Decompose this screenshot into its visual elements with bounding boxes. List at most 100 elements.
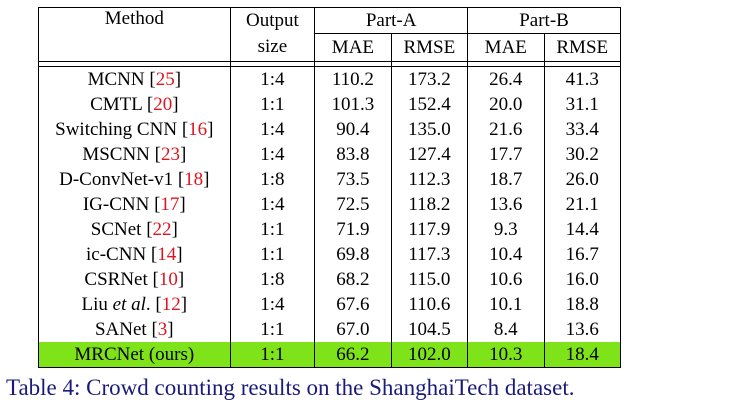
part-b-rmse-cell: 26.0 xyxy=(543,167,622,192)
table-row: ic-CNN [14] 1:1 69.8 117.3 10.4 16.7 xyxy=(38,242,622,267)
table-row: CMTL [20] 1:1 101.3 152.4 20.0 31.1 xyxy=(38,92,622,117)
part-a-rmse-cell: 112.3 xyxy=(390,167,469,192)
output-size-cell: 1:4 xyxy=(229,192,316,217)
citation-link[interactable]: 22 xyxy=(152,218,172,240)
part-b-rmse-cell: 41.3 xyxy=(543,66,622,92)
part-a-rmse-cell: 104.5 xyxy=(390,317,469,342)
table-row: IG-CNN [17] 1:4 72.5 118.2 13.6 21.1 xyxy=(38,192,622,217)
header-row-2: size MAE RMSE MAE RMSE xyxy=(39,33,622,62)
part-a-mae-cell: 67.6 xyxy=(314,292,392,317)
table-caption: Table 4: Crowd counting results on the S… xyxy=(6,375,575,400)
table-row: Liu et al. [12] 1:4 67.6 110.6 10.1 18.8 xyxy=(38,292,622,317)
table-row: CSRNet [10] 1:8 68.2 115.0 10.6 16.0 xyxy=(38,267,622,292)
citation-link[interactable]: 18 xyxy=(184,168,204,190)
part-b-rmse-cell: 13.6 xyxy=(543,317,622,342)
part-b-rmse-cell: 14.4 xyxy=(543,217,622,242)
method-header: Method xyxy=(38,7,231,62)
citation-link[interactable]: 23 xyxy=(160,143,180,165)
table-row: MSCNN [23] 1:4 83.8 127.4 17.7 30.2 xyxy=(38,142,622,167)
output-size-header-line2: size xyxy=(229,33,316,62)
method-cell: CSRNet [10] xyxy=(38,267,231,292)
header-row-1: Method Output Part-A Part-B xyxy=(38,7,621,62)
citation-link[interactable]: 3 xyxy=(157,318,168,340)
citation-link[interactable]: 25 xyxy=(155,68,175,90)
part-a-mae-cell: 83.8 xyxy=(314,142,392,167)
part-b-rmse-cell: 16.7 xyxy=(543,242,622,267)
part-a-rmse-cell: 152.4 xyxy=(390,92,469,117)
method-cell: SCNet [22] xyxy=(38,217,231,242)
method-cell: MCNN [25] xyxy=(38,66,231,92)
part-a-mae-cell: 69.8 xyxy=(314,242,392,267)
part-b-mae-cell: 26.4 xyxy=(467,66,545,92)
method-cell: MRCNet (ours) xyxy=(38,342,231,368)
part-a-rmse-header: RMSE xyxy=(390,33,469,62)
part-a-mae-cell: 67.0 xyxy=(314,317,392,342)
part-b-header: Part-B xyxy=(467,7,621,34)
part-b-mae-cell: 8.4 xyxy=(467,317,545,342)
part-a-mae-cell: 72.5 xyxy=(314,192,392,217)
part-a-mae-cell: 71.9 xyxy=(314,217,392,242)
output-size-cell: 1:1 xyxy=(229,92,316,117)
results-table: Method Output Part-A Part-B size MAE RMS… xyxy=(38,7,622,368)
part-a-mae-cell: 101.3 xyxy=(314,92,392,117)
output-size-header-line1: Output xyxy=(229,7,316,34)
part-b-rmse-header: RMSE xyxy=(543,33,622,62)
citation-link[interactable]: 10 xyxy=(158,268,178,290)
citation-link[interactable]: 14 xyxy=(157,243,177,265)
part-a-rmse-cell: 110.6 xyxy=(390,292,469,317)
part-a-rmse-cell: 117.3 xyxy=(390,242,469,267)
part-a-rmse-cell: 115.0 xyxy=(390,267,469,292)
part-b-mae-cell: 18.7 xyxy=(467,167,545,192)
part-a-mae-cell: 66.2 xyxy=(314,342,392,368)
citation-link[interactable]: 16 xyxy=(188,118,208,140)
output-size-cell: 1:1 xyxy=(229,242,316,267)
table-row: D-ConvNet-v1 [18] 1:8 73.5 112.3 18.7 26… xyxy=(38,167,622,192)
part-a-mae-cell: 73.5 xyxy=(314,167,392,192)
citation-link[interactable]: 12 xyxy=(161,293,181,315)
part-a-rmse-cell: 117.9 xyxy=(390,217,469,242)
table-row: Switching CNN [16] 1:4 90.4 135.0 21.6 3… xyxy=(38,117,622,142)
part-b-mae-cell: 10.1 xyxy=(467,292,545,317)
part-a-mae-cell: 90.4 xyxy=(314,117,392,142)
part-b-mae-cell: 10.4 xyxy=(467,242,545,267)
part-a-rmse-cell: 102.0 xyxy=(390,342,469,368)
part-b-mae-cell: 17.7 xyxy=(467,142,545,167)
output-size-cell: 1:4 xyxy=(229,66,316,92)
method-cell: MSCNN [23] xyxy=(38,142,231,167)
table-row: MCNN [25] 1:4 110.2 173.2 26.4 41.3 xyxy=(38,66,622,92)
output-size-cell: 1:1 xyxy=(229,217,316,242)
method-cell: SANet [3] xyxy=(38,317,231,342)
header-separator xyxy=(38,61,622,67)
part-b-rmse-cell: 31.1 xyxy=(543,92,622,117)
output-size-cell: 1:4 xyxy=(229,142,316,167)
part-a-rmse-cell: 118.2 xyxy=(390,192,469,217)
part-a-rmse-cell: 135.0 xyxy=(390,117,469,142)
part-b-mae-cell: 20.0 xyxy=(467,92,545,117)
method-cell: Liu et al. [12] xyxy=(38,292,231,317)
citation-link[interactable]: 17 xyxy=(160,193,180,215)
output-size-cell: 1:8 xyxy=(229,267,316,292)
part-b-rmse-cell: 18.8 xyxy=(543,292,622,317)
part-b-rmse-cell: 21.1 xyxy=(543,192,622,217)
method-cell: D-ConvNet-v1 [18] xyxy=(38,167,231,192)
part-b-mae-header: MAE xyxy=(467,33,545,62)
part-a-mae-cell: 110.2 xyxy=(314,66,392,92)
output-size-cell: 1:1 xyxy=(229,317,316,342)
part-b-mae-cell: 9.3 xyxy=(467,217,545,242)
output-size-cell: 1:8 xyxy=(229,167,316,192)
part-b-mae-cell: 10.6 xyxy=(467,267,545,292)
method-cell: ic-CNN [14] xyxy=(38,242,231,267)
part-b-mae-cell: 21.6 xyxy=(467,117,545,142)
output-size-cell: 1:4 xyxy=(229,292,316,317)
part-b-mae-cell: 13.6 xyxy=(467,192,545,217)
table-row-ours: MRCNet (ours) 1:1 66.2 102.0 10.3 18.4 xyxy=(38,342,622,368)
part-a-header: Part-A xyxy=(314,7,469,34)
table-row: SANet [3] 1:1 67.0 104.5 8.4 13.6 xyxy=(38,317,622,342)
citation-link[interactable]: 20 xyxy=(153,93,173,115)
part-b-rmse-cell: 33.4 xyxy=(543,117,622,142)
part-b-mae-cell: 10.3 xyxy=(467,342,545,368)
table-row: SCNet [22] 1:1 71.9 117.9 9.3 14.4 xyxy=(38,217,622,242)
part-b-rmse-cell: 18.4 xyxy=(543,342,622,368)
output-size-cell: 1:1 xyxy=(229,342,316,368)
part-a-mae-cell: 68.2 xyxy=(314,267,392,292)
